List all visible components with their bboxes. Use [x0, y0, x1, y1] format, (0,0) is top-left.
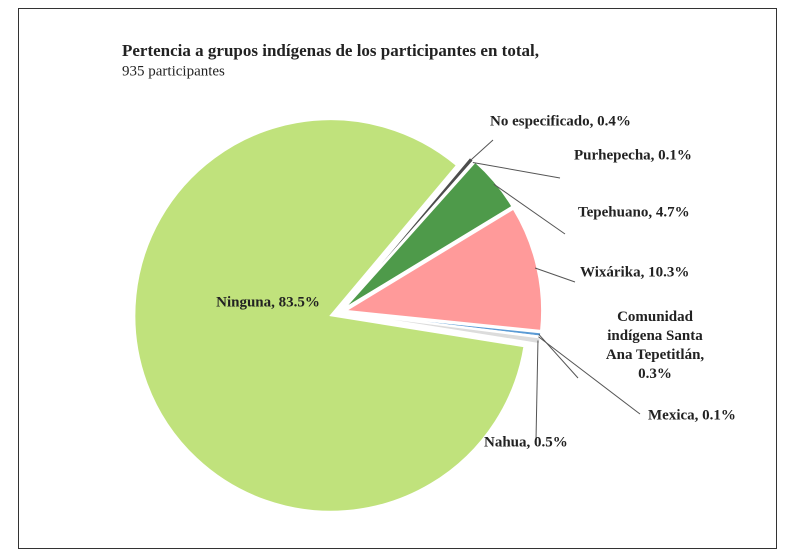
leader-line [493, 183, 566, 235]
data-label: No especificado, 0.4% [490, 113, 631, 129]
data-label-line: Comunidad [617, 309, 694, 325]
leader-line [470, 139, 494, 161]
data-label-line: Ana Tepetitlán, [606, 347, 705, 363]
data-label-line: 0.3% [638, 366, 672, 382]
leader-line [535, 340, 539, 441]
leader-line [472, 161, 561, 179]
pie-slice [344, 160, 514, 309]
data-label: Wixárika, 10.3% [580, 264, 689, 280]
data-label-line: indígena Santa [607, 328, 703, 344]
leader-line [538, 336, 641, 415]
data-label: Tepehuano, 4.7% [578, 204, 690, 220]
pie-slice [343, 207, 543, 332]
data-label: Mexica, 0.1% [648, 407, 736, 423]
data-label: Nahua, 0.5% [484, 434, 568, 450]
pie-slice [343, 159, 476, 309]
chart-title: Pertencia a grupos indígenas de los part… [122, 41, 539, 60]
data-label: Purhepecha, 0.1% [574, 147, 692, 163]
data-label: Comunidad indígena Santa Ana Tepetitlán, 0.… [606, 309, 705, 382]
leader-line [534, 267, 576, 283]
pie-slice [133, 118, 526, 513]
chart-subtitle: 935 participantes [122, 63, 225, 79]
data-label: Ninguna, 83.5% [216, 294, 320, 310]
